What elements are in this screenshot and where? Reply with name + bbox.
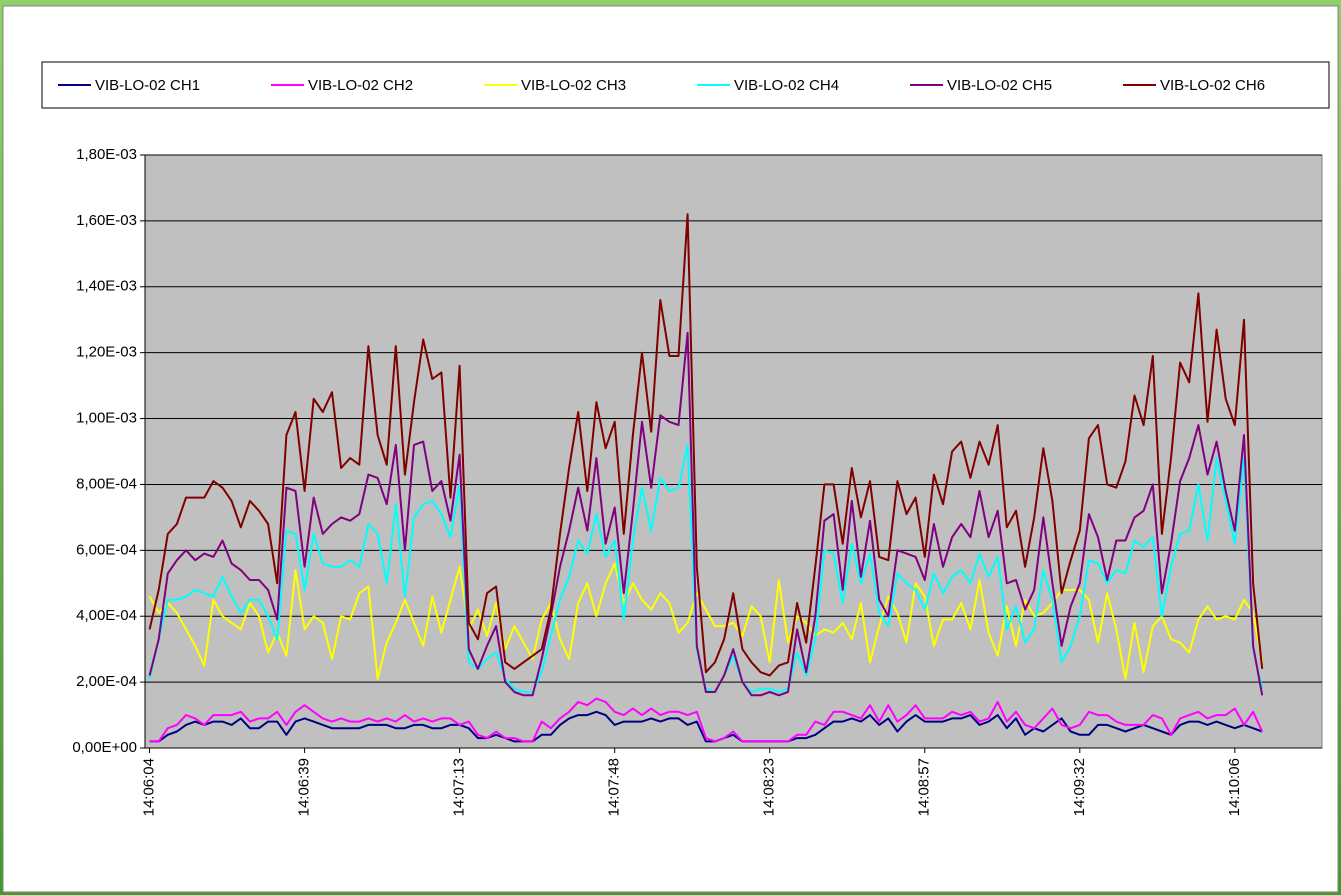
legend-label: VIB-LO-02 CH6 — [1160, 77, 1265, 94]
x-tick-label: 14:07:48 — [606, 758, 623, 816]
x-tick-label: 14:06:04 — [141, 758, 158, 816]
y-tick-label: 1,40E-03 — [76, 278, 137, 295]
y-tick-label: 1,60E-03 — [76, 212, 137, 229]
x-tick-label: 14:09:32 — [1071, 758, 1088, 816]
legend-label: VIB-LO-02 CH1 — [95, 77, 200, 94]
legend-box — [41, 61, 1330, 109]
series-lines — [148, 213, 1264, 743]
y-tick-label: 1,80E-03 — [76, 146, 137, 163]
legend-label: VIB-LO-02 CH4 — [734, 77, 839, 94]
y-tick-label: 0,00E+00 — [72, 739, 137, 756]
legend-label: VIB-LO-02 CH3 — [521, 77, 626, 94]
series-line — [148, 213, 1264, 677]
legend-label: VIB-LO-02 CH2 — [308, 77, 413, 94]
y-tick-label: 2,00E-04 — [76, 673, 137, 690]
x-tick-label: 14:06:39 — [296, 758, 313, 816]
y-tick-label: 4,00E-04 — [76, 607, 137, 624]
x-tick-label: 14:08:23 — [761, 758, 778, 816]
y-tick-label: 1,20E-03 — [76, 344, 137, 361]
y-tick-label: 8,00E-04 — [76, 475, 137, 492]
series-line — [148, 331, 1264, 697]
x-tick-label: 14:07:13 — [451, 758, 468, 816]
series-line — [149, 710, 1263, 743]
y-tick-label: 1,00E-03 — [76, 410, 137, 427]
axes: 0,00E+00 2,00E-04 4,00E-04 6,00E-04 8,00E-04… — [72, 146, 1322, 816]
y-tick-label: 6,00E-04 — [76, 541, 137, 558]
x-tick-label: 14:10:06 — [1226, 758, 1243, 816]
x-tick-label: 14:08:57 — [916, 758, 933, 816]
legend: VIB-LO-02 CH1 VIB-LO-02 CH2 VIB-LO-02 CH3 V… — [58, 77, 1265, 94]
legend-label: VIB-LO-02 CH5 — [947, 77, 1052, 94]
series-line — [149, 697, 1264, 743]
